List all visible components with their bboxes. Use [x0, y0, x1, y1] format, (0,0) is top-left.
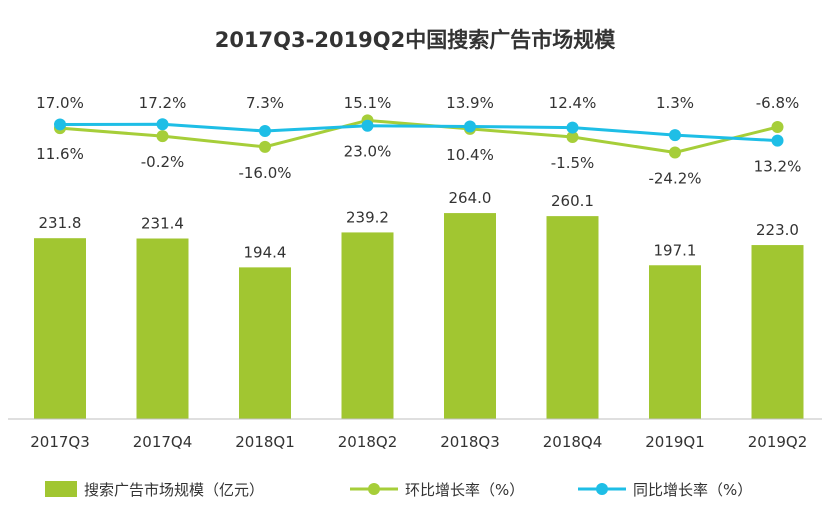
x-tick-2017Q4: 2017Q4: [133, 433, 193, 451]
legend-qoq-marker: [368, 483, 380, 495]
yoy-label-2018Q3: 13.9%: [446, 94, 494, 112]
bar-label-2019Q1: 197.1: [654, 241, 697, 259]
bar-label-2018Q1: 194.4: [244, 243, 287, 261]
bar-2018Q1: [239, 267, 291, 419]
qoq-label-2017Q4: -0.2%: [141, 153, 185, 171]
qoq-label-2018Q2: 23.0%: [344, 143, 392, 161]
bar-2017Q4: [136, 238, 189, 419]
bar-2017Q3: [34, 238, 86, 419]
legend-yoy-marker: [596, 483, 608, 495]
yoy-line: [59, 122, 778, 143]
yoy-label-2019Q2: -6.8%: [756, 94, 800, 112]
legend-bar-label: 搜索广告市场规模（亿元）: [84, 481, 264, 499]
legend-bar-swatch: [45, 481, 77, 497]
qoq-point-2017Q4: [156, 130, 169, 143]
x-tick-2019Q1: 2019Q1: [645, 433, 705, 451]
bar-label-2017Q3: 231.8: [39, 214, 82, 232]
legend-yoy-label: 同比增长率（%）: [633, 481, 752, 499]
qoq-point-2018Q4: [566, 131, 579, 144]
yoy-point-2019Q1: [669, 129, 681, 142]
qoq-point-2019Q2: [771, 121, 784, 134]
qoq-label-2018Q3: 10.4%: [446, 146, 494, 164]
yoy-label-2018Q1: 7.3%: [246, 94, 284, 112]
qoq-label-2019Q1: -24.2%: [648, 169, 701, 187]
qoq-label-2018Q4: -1.5%: [551, 154, 595, 172]
yoy-point-2018Q1: [259, 125, 271, 138]
qoq-label-2019Q2: 13.2%: [754, 158, 802, 176]
bar-2019Q2: [751, 245, 804, 419]
bar-2018Q4: [546, 216, 599, 419]
bar-label-2018Q4: 260.1: [551, 192, 594, 210]
yoy-point-2017Q3: [54, 118, 66, 131]
bar-label-2018Q3: 264.0: [449, 189, 492, 207]
bar-2019Q1: [649, 265, 701, 419]
yoy-point-2018Q2: [361, 119, 374, 132]
yoy-point-2018Q4: [566, 121, 579, 134]
x-tick-2018Q4: 2018Q4: [543, 433, 603, 451]
x-tick-2018Q2: 2018Q2: [338, 433, 398, 451]
yoy-point-2017Q4: [156, 118, 169, 131]
qoq-label-2018Q1: -16.0%: [238, 164, 291, 182]
chart-title: 2017Q3-2019Q2中国搜索广告市场规模: [215, 28, 617, 52]
yoy-point-2018Q3: [464, 120, 476, 133]
legend-qoq-label: 环比增长率（%）: [405, 481, 524, 499]
x-tick-2018Q3: 2018Q3: [440, 433, 500, 451]
yoy-label-2018Q2: 15.1%: [344, 94, 392, 112]
x-tick-2018Q1: 2018Q1: [235, 433, 295, 451]
bar-label-2017Q4: 231.4: [141, 215, 184, 233]
qoq-point-2018Q1: [259, 140, 271, 153]
bar-2018Q3: [444, 213, 496, 419]
yoy-label-2017Q3: 17.0%: [36, 94, 84, 112]
bar-label-2018Q2: 239.2: [346, 208, 389, 226]
x-tick-2019Q2: 2019Q2: [748, 433, 808, 451]
qoq-label-2017Q3: 11.6%: [36, 145, 84, 163]
yoy-label-2017Q4: 17.2%: [139, 94, 187, 112]
yoy-point-2019Q2: [771, 134, 784, 147]
yoy-label-2019Q1: 1.3%: [656, 94, 694, 112]
qoq-point-2019Q1: [669, 146, 681, 159]
x-tick-2017Q3: 2017Q3: [30, 433, 90, 451]
bar-2018Q2: [341, 232, 394, 419]
bar-label-2019Q2: 223.0: [756, 221, 799, 239]
yoy-label-2018Q4: 12.4%: [549, 94, 597, 112]
